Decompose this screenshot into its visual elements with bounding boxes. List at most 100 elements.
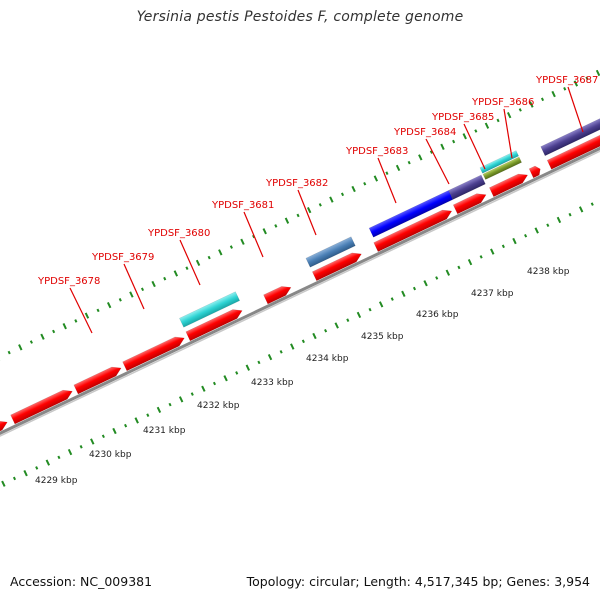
- upper-tick-mark: [18, 344, 23, 351]
- upper-tick-mark: [163, 276, 167, 281]
- lower-tick-mark: [79, 445, 83, 449]
- lower-tick-mark: [12, 476, 17, 481]
- gene-label-leader: [123, 263, 145, 310]
- upper-tick-mark: [284, 217, 290, 224]
- upper-tick-mark: [207, 255, 211, 260]
- scale-label: 4230 kbp: [89, 450, 132, 460]
- feature-track: [0, 103, 600, 440]
- gene-label: YPDSF_3684: [393, 127, 456, 138]
- lower-tick-mark: [334, 322, 339, 329]
- gene-label-leader: [567, 86, 584, 133]
- gene-label: YPDSF_3680: [147, 228, 210, 239]
- lower-tick-mark: [457, 265, 461, 270]
- lower-tick-mark: [101, 434, 105, 439]
- upper-tick-mark: [296, 213, 300, 218]
- lower-tick-mark: [501, 244, 505, 249]
- scale-label: 4235 kbp: [361, 332, 404, 342]
- upper-tick-mark: [418, 154, 423, 161]
- upper-tick-mark: [7, 350, 11, 355]
- upper-tick-mark: [229, 245, 233, 249]
- upper-tick-mark: [440, 143, 445, 150]
- gene-label-leader: [243, 211, 264, 258]
- lower-tick-mark: [90, 438, 95, 445]
- lower-tick-mark: [290, 343, 295, 350]
- scale-label: 4229 kbp: [35, 476, 78, 486]
- upper-tick-mark: [262, 228, 267, 235]
- gene-feature: [546, 120, 600, 170]
- upper-tick-mark: [506, 112, 512, 119]
- lower-tick-mark: [467, 259, 473, 266]
- page-title: Yersinia pestis Pestoides F, complete ge…: [136, 9, 464, 25]
- gene-label-leader: [503, 108, 513, 159]
- upper-tick-mark: [329, 196, 334, 203]
- lower-tick-mark: [134, 417, 139, 424]
- lower-tick-mark: [267, 353, 273, 361]
- upper-tick-mark: [252, 234, 256, 239]
- upper-tick-mark: [52, 329, 56, 334]
- lower-tick-mark: [257, 360, 261, 365]
- gene-label-leader: [463, 123, 486, 170]
- lower-tick-row: [1, 202, 594, 487]
- scale-labels: 4229 kbp 4230 kbp 4231 kbp 4232 kbp 4233 kbp…: [35, 267, 570, 486]
- lower-tick-mark: [378, 301, 384, 308]
- upper-tick-mark: [595, 69, 600, 77]
- scale-label: 4236 kbp: [416, 310, 459, 320]
- lower-tick-mark: [512, 237, 517, 245]
- scale-label: 4232 kbp: [197, 401, 240, 411]
- upper-tick-mark: [429, 150, 433, 154]
- upper-tick-mark: [385, 171, 389, 175]
- upper-tick-mark: [452, 139, 456, 144]
- gene-label: YPDSF_3687: [535, 75, 598, 86]
- lower-tick-mark: [479, 255, 483, 259]
- upper-tick-mark: [29, 340, 33, 344]
- upper-tick-mark: [106, 301, 112, 309]
- lower-tick-mark: [35, 466, 39, 470]
- lower-tick-mark: [435, 276, 439, 280]
- scale-label: 4231 kbp: [143, 426, 186, 436]
- gene-feature: [311, 252, 362, 282]
- upper-tick-mark: [195, 259, 201, 267]
- lower-tick-mark: [546, 223, 550, 228]
- lower-tick-mark: [57, 455, 61, 460]
- scale-label: 4234 kbp: [306, 354, 349, 364]
- upper-tick-mark: [484, 122, 490, 129]
- lower-tick-mark: [45, 459, 51, 466]
- upper-tick-mark: [518, 108, 522, 112]
- lower-tick-mark: [578, 206, 584, 213]
- lower-tick-mark: [390, 297, 394, 301]
- upper-tick-mark: [62, 323, 67, 330]
- upper-tick-mark: [74, 319, 78, 323]
- gene-label-leader: [425, 138, 450, 185]
- upper-tick-mark: [318, 203, 322, 207]
- upper-tick-mark: [129, 291, 134, 298]
- gene-label: YPDSF_3679: [91, 252, 154, 263]
- lower-tick-mark: [279, 350, 283, 354]
- upper-tick-mark: [40, 333, 45, 340]
- gene-label: YPDSF_3678: [37, 276, 100, 287]
- gene-feature: [540, 103, 600, 157]
- lower-tick-mark: [235, 371, 239, 375]
- genome-backbone-shadow: [0, 134, 600, 445]
- lower-tick-mark: [146, 413, 150, 417]
- upper-tick-mark: [573, 80, 579, 87]
- lower-tick-mark: [178, 396, 184, 403]
- gene-feature: [452, 193, 487, 215]
- lower-tick-mark: [568, 212, 572, 217]
- gene-feature: [479, 150, 519, 174]
- gene-feature: [179, 291, 241, 328]
- upper-tick-mark: [551, 90, 556, 98]
- upper-tick-mark: [185, 266, 189, 270]
- upper-tick-mark: [340, 192, 345, 197]
- lower-tick-mark: [356, 311, 362, 319]
- accession-text: Accession: NC_009381: [10, 574, 153, 589]
- upper-tick-mark: [363, 181, 367, 186]
- upper-tick-mark: [96, 308, 100, 313]
- lower-tick-mark: [223, 375, 228, 382]
- gene-label-leader: [69, 287, 93, 334]
- gene-feature: [10, 389, 73, 425]
- upper-tick-mark: [351, 185, 356, 193]
- gene-feature: [482, 156, 522, 180]
- gene-label-leader: [179, 239, 201, 286]
- lower-tick-mark: [590, 202, 594, 206]
